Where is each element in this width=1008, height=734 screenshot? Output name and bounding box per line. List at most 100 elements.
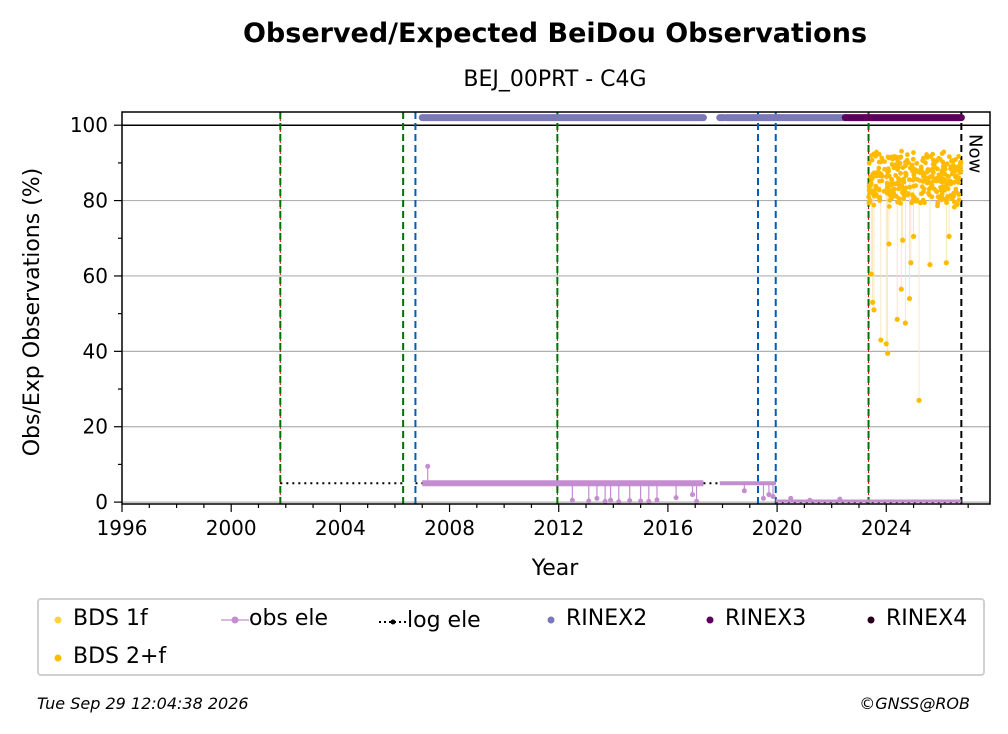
x-tick-label: 2012 — [533, 516, 584, 540]
bds-2f-point — [943, 162, 948, 168]
bds-2f-point — [899, 148, 904, 154]
bds-2f-point — [900, 177, 906, 183]
legend-marker — [54, 616, 62, 624]
bds-2f-point — [888, 182, 894, 188]
bds-2f-point — [879, 173, 885, 179]
x-axis-label: Year — [531, 556, 580, 581]
legend-marker — [54, 654, 62, 662]
legend-label: log ele — [407, 608, 481, 633]
bds-2f-point — [913, 183, 919, 189]
plot-frame — [121, 111, 991, 505]
bds-2f-point — [927, 262, 933, 268]
obs-ele-point — [694, 498, 700, 504]
obs-ele-point — [638, 498, 644, 504]
bds-2f-point — [946, 233, 952, 239]
bds-2f-point — [885, 350, 891, 356]
bds-2f-point — [894, 316, 900, 322]
bds-2f-point — [914, 177, 920, 182]
bds-2f-point — [938, 185, 943, 190]
bds-2f-point — [900, 237, 906, 243]
obs-ele-point — [837, 496, 843, 502]
bds-2f-point — [906, 177, 912, 183]
legend-marker — [379, 619, 407, 625]
bds-2f-point — [910, 233, 917, 239]
bds-2f-point — [896, 176, 901, 181]
bds-2f-point — [878, 337, 884, 343]
obs-ele-point — [760, 495, 766, 501]
bds-2f-point — [950, 158, 956, 164]
bds-2f-point — [902, 320, 908, 326]
x-tick-label: 2024 — [861, 516, 912, 540]
bds-2f-point — [956, 192, 962, 197]
obs-ele-point — [689, 492, 695, 498]
bds-2f-point — [893, 173, 899, 178]
bds-2f-point — [936, 172, 942, 178]
bds-2f-point — [910, 166, 916, 172]
legend: BDS 1f BDS 2+f obs ele log ele RINEX2 RINEX3 R… — [37, 598, 985, 676]
bds-2f-point — [896, 196, 902, 202]
bds-2f-point — [893, 155, 899, 161]
obs-ele-point — [654, 497, 660, 503]
bds-2f-point — [919, 184, 925, 190]
bds-2f-point — [953, 174, 958, 180]
bds-2f-point — [902, 163, 908, 169]
bds-2f-point — [896, 186, 902, 192]
bds-2f-point — [899, 183, 905, 188]
obs-ele-point — [616, 499, 622, 505]
obs-ele-point — [788, 495, 794, 501]
bds-2f-point — [911, 150, 916, 155]
legend-marker — [547, 616, 555, 624]
bds-2f-point — [888, 188, 894, 194]
legend-label: obs ele — [249, 606, 329, 631]
bds-2f-point — [903, 171, 909, 177]
bds-2f-point — [944, 200, 949, 206]
y-tick-label: 40 — [83, 339, 108, 363]
bds-2f-point — [866, 160, 872, 166]
bds-2f-point — [948, 178, 953, 184]
y-tick-label: 60 — [83, 264, 108, 288]
bds-2f-point — [924, 180, 930, 186]
obs-ele-point — [766, 492, 772, 498]
y-axis-label: Obs/Exp Observations (%) — [20, 168, 45, 457]
legend-marker — [706, 616, 714, 624]
obs-ele-point — [807, 497, 813, 503]
bds-2f-point — [945, 194, 950, 199]
bds-2f-point — [898, 170, 903, 176]
bds-2f-point — [950, 166, 956, 172]
bds-2f-point — [906, 295, 913, 302]
bds-2f-point — [871, 170, 877, 176]
bds-2f-point — [956, 175, 962, 181]
x-tick-label: 2004 — [315, 516, 366, 540]
chart-subtitle: BEJ_00PRT - C4G — [463, 67, 646, 92]
bds-2f-point — [868, 271, 874, 277]
bds-2f-point — [910, 156, 916, 162]
bds-2f-point — [951, 193, 956, 199]
bds-2f-point — [876, 186, 882, 192]
bds-2f-point — [878, 159, 884, 165]
legend-label: RINEX2 — [566, 606, 648, 631]
bds-2f-point — [886, 173, 892, 179]
bds-2f-point — [945, 186, 951, 192]
bds-2f-point — [892, 181, 898, 187]
bds-2f-point — [879, 155, 885, 161]
bds-2f-point — [924, 154, 930, 160]
x-tick-label: 1996 — [97, 516, 148, 540]
bds-2f-point — [914, 160, 920, 166]
chart-title: Observed/Expected BeiDou Observations — [243, 18, 867, 49]
bds-2f-point — [937, 157, 943, 162]
now-label: Now — [964, 134, 985, 173]
bds-2f-point — [917, 170, 923, 176]
legend-marker — [867, 616, 875, 624]
bds-2f-point — [941, 149, 947, 155]
bds-2f-point — [929, 183, 935, 188]
bds-2f-point — [927, 167, 933, 173]
bds-2f-point — [916, 397, 922, 403]
bds-2f-point — [957, 170, 963, 176]
bds-2f-point — [882, 166, 887, 172]
bds-2f-point — [951, 180, 957, 185]
bds-2f-point — [895, 167, 901, 172]
bds-2f-point — [908, 260, 914, 266]
x-tick-label: 2020 — [752, 516, 803, 540]
bds-2f-point — [935, 203, 940, 209]
